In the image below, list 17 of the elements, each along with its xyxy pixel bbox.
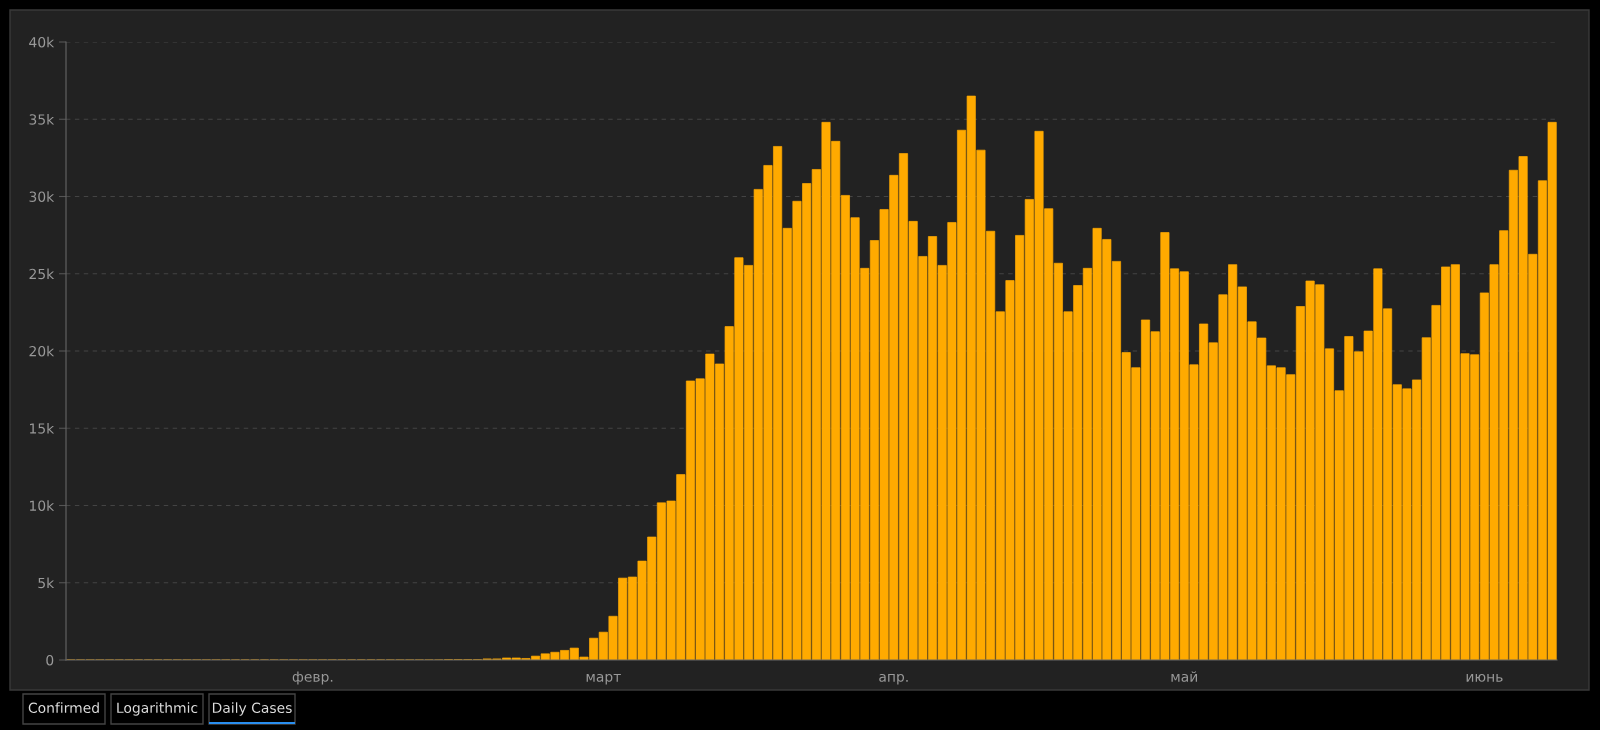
y-tick-label: 40k	[29, 36, 55, 48]
y-tick-label: 25k	[29, 268, 55, 280]
y-tick-label: 35k	[29, 113, 55, 125]
x-tick-label: апр.	[879, 673, 908, 685]
x-tick-label: май	[1171, 671, 1197, 682]
y-tick-label: 5k	[38, 577, 55, 589]
x-tick-label: июнь	[1466, 673, 1503, 682]
y-tick-label: 0	[46, 654, 54, 666]
y-tick-label: 20k	[29, 345, 55, 357]
y-tick-label: 10k	[30, 500, 55, 511]
x-tick-label: февр.	[292, 671, 333, 685]
x-tick-label: март	[586, 673, 621, 685]
text: Logarithmic	[117, 702, 198, 716]
text: Confirmed	[28, 702, 99, 714]
y-tick-label: 30k	[29, 191, 55, 202]
text: Daily Cases	[212, 702, 292, 716]
y-tick-label: 15k	[30, 422, 55, 434]
